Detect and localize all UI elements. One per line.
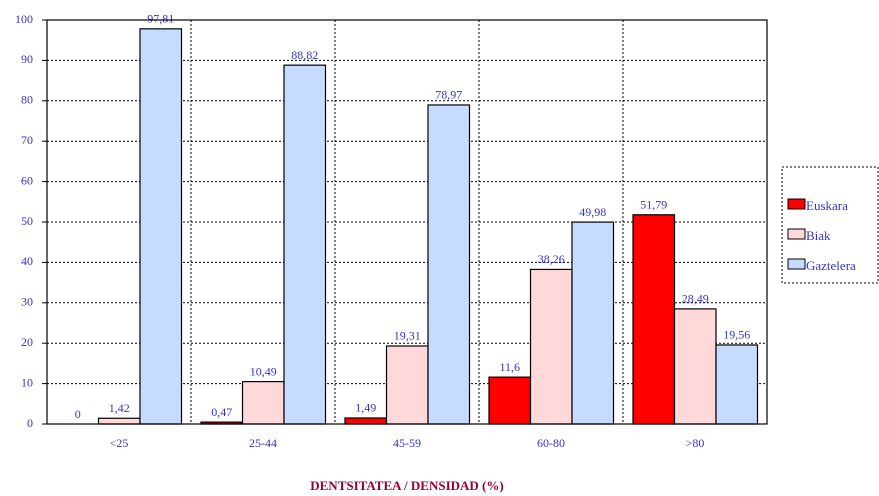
legend-label: Euskara [806,198,848,213]
value-label: 28,49 [682,292,709,306]
bar [385,345,429,425]
legend-label: Gaztelera [806,258,856,273]
legend-swatch [787,228,806,240]
bar [488,376,532,425]
legend-swatch [787,198,806,210]
bar [632,214,676,425]
plot-border [46,19,768,425]
legend-label: Biak [806,228,831,243]
bar [344,417,388,425]
value-label: 38,26 [538,252,565,266]
bar [529,268,573,425]
value-label: 97,81 [147,12,174,26]
value-label: 0 [75,407,81,421]
y-tick-label: 40 [21,254,33,268]
value-label: 1,49 [355,401,376,415]
bar [571,221,615,425]
x-tick-label: 45-59 [393,436,421,450]
y-tick-label: 20 [21,335,33,349]
bar [673,308,717,425]
bar [715,344,759,425]
y-tick-label: 100 [15,12,33,26]
value-label: 19,31 [394,329,421,343]
y-tick-label: 50 [21,214,33,228]
value-label: 1,42 [109,401,130,415]
value-label: 88,82 [291,48,318,62]
bar [97,417,141,425]
x-axis-title: DENTSITATEA / DENSIDAD (%) [310,478,503,493]
x-tick-label: 25-44 [249,436,277,450]
value-label: 0,47 [211,405,232,419]
y-tick-label: 10 [21,375,33,389]
y-tick-label: 70 [21,133,33,147]
value-label: 51,79 [640,198,667,212]
value-label: 11,6 [499,360,520,374]
y-tick-label: 30 [21,295,33,309]
y-tick-label: 60 [21,173,33,187]
value-label: 10,49 [250,364,277,378]
x-tick-label: <25 [110,436,129,450]
x-tick-label: 60-80 [537,436,565,450]
y-tick-label: 90 [21,52,33,66]
value-label: 19,56 [723,328,750,342]
bar [139,28,183,425]
bar [427,104,471,425]
legend-swatch [787,258,806,270]
bar [241,381,285,425]
y-tick-label: 80 [21,93,33,107]
x-tick-label: >80 [686,436,705,450]
value-label: 78,97 [435,88,462,102]
value-label: 49,98 [579,205,606,219]
bar [283,64,327,425]
y-tick-label: 0 [27,416,33,430]
